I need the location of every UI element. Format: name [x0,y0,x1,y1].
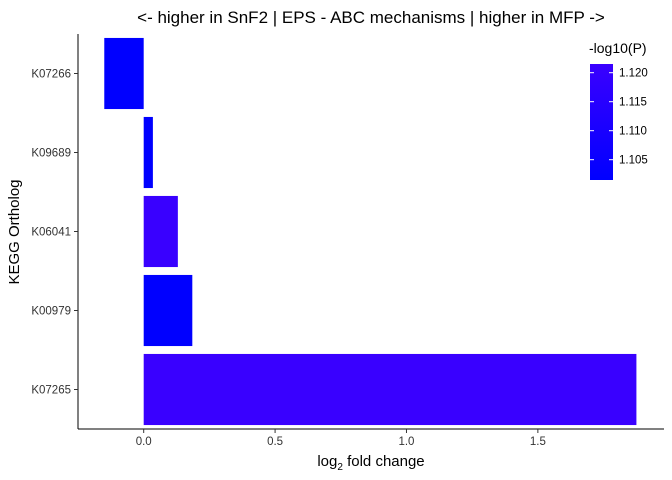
y-tick-label: K07265 [31,385,71,397]
bar-k00979 [143,274,193,347]
x-tick-label: 0.5 [267,436,283,448]
x-tick-label: 0.0 [136,436,152,448]
y-tick-label: K09689 [31,148,71,160]
legend-tick-label: 1.110 [619,126,647,138]
x-axis-title-subscript: 2 [337,462,343,473]
y-tick-label: K00979 [31,306,71,318]
bar-k07266 [104,37,144,110]
x-ticks-group: 0.0 0.5 1.0 1.5 [136,429,546,448]
color-legend: -log10(P) 1.105 1.110 1.115 1.120 [589,40,648,180]
y-tick-label: K07266 [31,69,71,81]
bars-group [104,37,637,426]
y-axis-title: KEGG Ortholog [6,179,23,284]
legend-tick-label: 1.120 [619,68,648,80]
y-ticks-group: K07266 K09689 K06041 K00979 K07265 [31,69,78,397]
bar-k07265 [143,353,637,426]
legend-title: -log10(P) [589,40,647,56]
bar-k06041 [143,195,178,268]
y-tick-label: K06041 [31,227,71,239]
bar-k09689 [143,116,153,189]
x-tick-label: 1.5 [530,436,546,448]
chart-title: <- higher in SnF2 | EPS - ABC mechanisms… [137,8,605,27]
x-axis-title: log2 fold change [317,453,424,473]
x-tick-label: 1.0 [398,436,414,448]
legend-ticks-group: 1.105 1.110 1.115 1.120 [590,68,648,167]
legend-tick-label: 1.105 [619,155,648,167]
legend-color-bar [590,64,613,180]
legend-tick-label: 1.115 [619,97,647,109]
